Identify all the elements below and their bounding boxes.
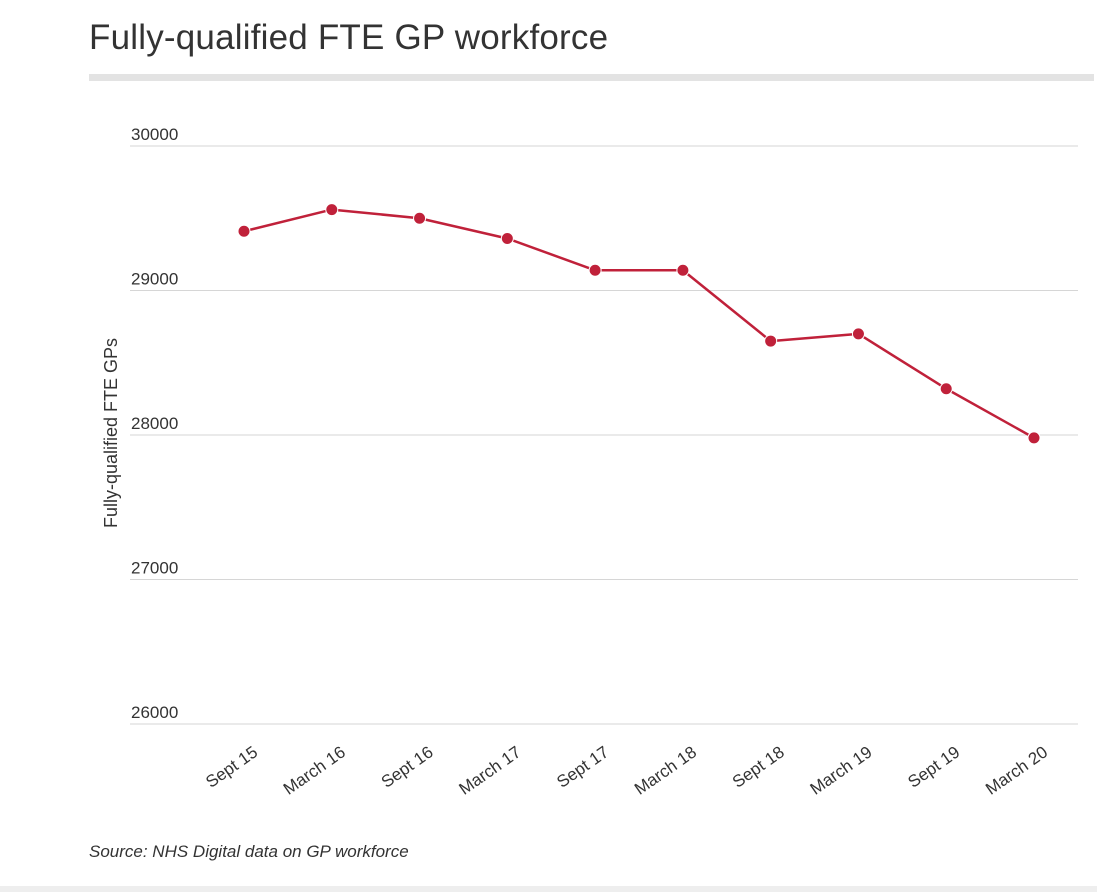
data-point[interactable] <box>851 327 865 341</box>
y-tick-label: 27000 <box>131 559 178 578</box>
source-note: Source: NHS Digital data on GP workforce <box>89 842 409 861</box>
y-axis-title: Fully-qualified FTE GPs <box>101 338 121 528</box>
line-chart: 26000 27000 28000 29000 30000 Sept 15 March 1… <box>101 125 1078 799</box>
x-tick-label: Sept 18 <box>729 742 788 791</box>
chart-title: Fully-qualified FTE GP workforce <box>89 18 609 57</box>
data-point[interactable] <box>325 203 339 217</box>
x-tick-labels: Sept 15 March 16 Sept 16 March 17 Sept 17 Mar… <box>202 742 1051 798</box>
x-tick-label: March 16 <box>280 742 349 798</box>
data-point[interactable] <box>237 224 251 238</box>
x-tick-label: March 17 <box>455 742 524 798</box>
data-point[interactable] <box>764 334 778 348</box>
data-point[interactable] <box>676 263 690 277</box>
y-tick-label: 26000 <box>131 703 178 722</box>
y-tick-label: 30000 <box>131 125 178 144</box>
data-point[interactable] <box>939 382 953 396</box>
y-tick-labels: 26000 27000 28000 29000 30000 <box>131 125 178 722</box>
x-tick-label: Sept 17 <box>553 742 612 791</box>
x-tick-label: Sept 16 <box>378 742 437 791</box>
y-tick-label: 29000 <box>131 270 178 289</box>
data-point[interactable] <box>413 211 427 225</box>
gridlines <box>130 145 1078 725</box>
footer-divider <box>0 886 1097 892</box>
data-point[interactable] <box>588 263 602 277</box>
x-tick-label: March 19 <box>807 742 876 798</box>
x-tick-label: Sept 19 <box>904 742 963 791</box>
series-line <box>243 208 1035 439</box>
x-tick-label: March 18 <box>631 742 700 798</box>
y-tick-label: 28000 <box>131 414 178 433</box>
x-tick-label: Sept 15 <box>202 742 261 791</box>
x-tick-label: March 20 <box>982 742 1051 798</box>
data-point[interactable] <box>1027 431 1041 445</box>
data-point[interactable] <box>500 231 514 245</box>
title-divider <box>89 74 1094 81</box>
series <box>237 203 1041 445</box>
